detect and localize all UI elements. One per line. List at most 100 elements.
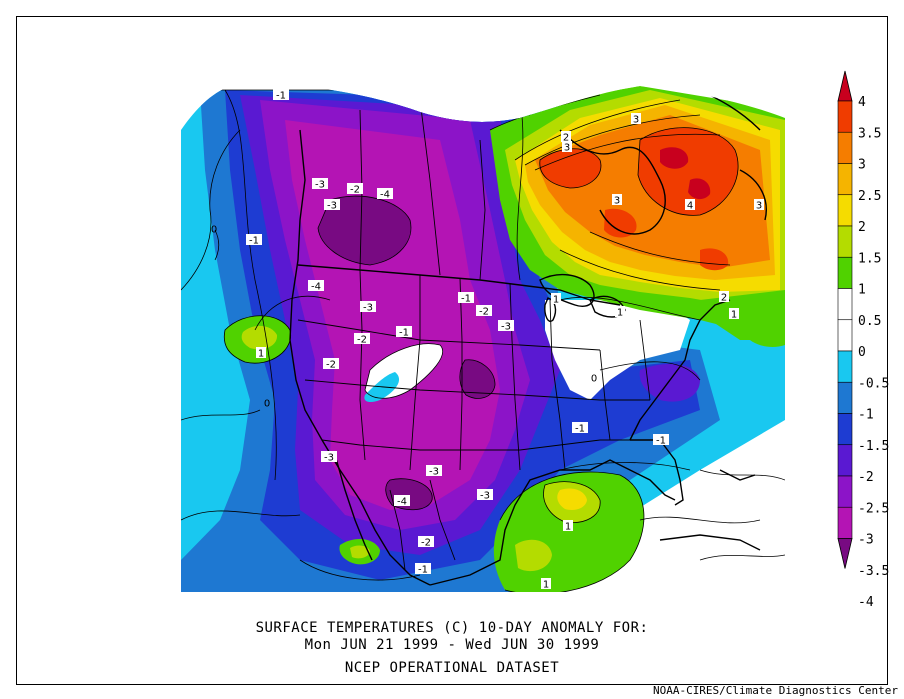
colorbar-segment	[837, 350, 853, 383]
colorbar-tick-label: 2	[858, 220, 866, 235]
contour-label: -2	[354, 333, 370, 346]
contour-label: -2	[418, 536, 434, 549]
contour-label-text: 1	[258, 349, 264, 360]
contour-lines	[181, 89, 785, 592]
colorbar-tick-label: -2	[858, 470, 874, 485]
contour-label: -4	[394, 495, 410, 508]
colorbar-tick-label: -3	[858, 533, 874, 548]
contour-label-text: -1	[399, 328, 409, 339]
caption-line-1: SURFACE TEMPERATURES (C) 10-DAY ANOMALY …	[255, 620, 649, 636]
colorbar-tick-label: 3.5	[858, 126, 881, 141]
contour-label-text: -2	[357, 335, 367, 346]
colorbar-tick-label: -1	[858, 408, 874, 423]
contour-label: -1	[273, 89, 289, 102]
colorbar-tick-label: 2.5	[858, 189, 881, 204]
plot-frame	[16, 16, 888, 685]
contour-label-text: 4	[687, 201, 693, 212]
contour-label-text: -2	[326, 360, 336, 371]
colorbar-tick-label: 4	[858, 95, 866, 110]
contour-label: -3	[360, 301, 376, 314]
colorbar-segment	[837, 444, 853, 477]
colorbar-segments	[837, 70, 853, 569]
contour-label: 4	[685, 199, 695, 212]
contour-label-text: -2	[350, 185, 360, 196]
colorbar-segment	[837, 163, 853, 196]
contour-label: 3	[562, 141, 572, 154]
contour-label: 1	[541, 578, 551, 591]
contour-label: -4	[377, 188, 393, 201]
colorbar-tick-label: -1.5	[858, 439, 889, 454]
contour-label: -1	[572, 422, 588, 435]
contour-label-text: -3	[429, 467, 439, 478]
caption-line-3: NCEP OPERATIONAL DATASET	[344, 660, 560, 676]
colorbar-segment	[837, 413, 853, 446]
colorbar-top-arrow	[837, 70, 853, 102]
contour-label-text: -3	[315, 180, 325, 191]
contour-label: 3	[612, 194, 622, 207]
colorbar-segment	[837, 131, 853, 164]
contour-label: -3	[312, 178, 328, 191]
credit-text: NOAA-CIRES/Climate Diagnostics Center	[652, 684, 898, 697]
contour-label-text: 2	[563, 133, 569, 144]
colorbar-tick-label: 0	[858, 345, 866, 360]
colorbar-segment	[837, 381, 853, 414]
contour-label-text: -2	[421, 538, 431, 549]
colorbar-segment	[837, 194, 853, 227]
contour-label: 1	[729, 308, 739, 321]
contour-label-text: -3	[363, 303, 373, 314]
contour-label-text: -4	[380, 190, 390, 201]
contour-label-text: 3	[633, 115, 639, 126]
contour-label: 3	[754, 199, 764, 212]
colorbar-tick-label: -2.5	[858, 501, 889, 516]
contour-label-text: 0	[591, 374, 597, 385]
contour-label: -1	[396, 326, 412, 339]
contour-label-text: -3	[327, 201, 337, 212]
contour-label: -1	[458, 292, 474, 305]
contour-label-text: 1	[731, 310, 737, 321]
contour-label-text: 0	[211, 225, 217, 236]
colorbar-tick-label: -3.5	[858, 564, 889, 579]
contour-label: -3	[426, 465, 442, 478]
contour-labels: -1-3 -2-3-4-1-4-3-2-1-1-2-3-2-3-3-4-3-2-1…	[211, 89, 764, 591]
contour-label: -1	[246, 234, 262, 247]
contour-label: 0	[591, 374, 597, 385]
contour-label-text: 3	[756, 201, 762, 212]
anomaly-field	[181, 86, 785, 592]
colorbar-segment	[837, 100, 853, 133]
contour-label-text: 1	[553, 295, 559, 306]
colorbar-tick-label: 1	[858, 283, 866, 298]
colorbar-tick-label: 3	[858, 158, 866, 173]
contour-label-text: -1	[656, 436, 666, 447]
contour-label-text: -1	[575, 424, 585, 435]
contour-label: -4	[308, 280, 324, 293]
contour-label: 2	[561, 131, 571, 144]
contour-label: 3	[631, 113, 641, 126]
contour-label-text: -3	[480, 491, 490, 502]
contour-label: 0	[211, 225, 217, 236]
contour-label-text: -4	[397, 497, 407, 508]
contour-label-text: 1	[565, 522, 571, 533]
contour-label-text: -3	[324, 453, 334, 464]
contour-label: -3	[324, 199, 340, 212]
contour-label-text: -1	[249, 236, 259, 247]
contour-label-text: -1	[461, 294, 471, 305]
contour-label: 1	[563, 520, 573, 533]
contour-label: 2	[719, 291, 729, 304]
caption-line-2: Mon JUN 21 1999 - Wed JUN 30 1999	[304, 637, 600, 653]
contour-label-text: -1	[418, 565, 428, 576]
colorbar-labels: 4 3.5 3 2.5 2 1.5 1 0.5 0 -0.5 -1 -1.5 -2 -2.5 -3 -3.5 -…	[858, 95, 889, 610]
contour-label: -2	[347, 183, 363, 196]
contour-label-text: 1	[543, 580, 549, 591]
colorbar-tick-label: -0.5	[858, 376, 889, 391]
contour-label: -1	[415, 563, 431, 576]
colorbar-segment	[837, 319, 853, 352]
contour-label: -2	[476, 305, 492, 318]
contour-label: 0	[264, 399, 270, 410]
colorbar-segment	[837, 256, 853, 289]
colorbar-tick-label: 0.5	[858, 314, 881, 329]
contour-label: -3	[498, 320, 514, 333]
contour-label: -2	[323, 358, 339, 371]
contour-label-text: 0	[264, 399, 270, 410]
contour-label-text: 2	[721, 293, 727, 304]
